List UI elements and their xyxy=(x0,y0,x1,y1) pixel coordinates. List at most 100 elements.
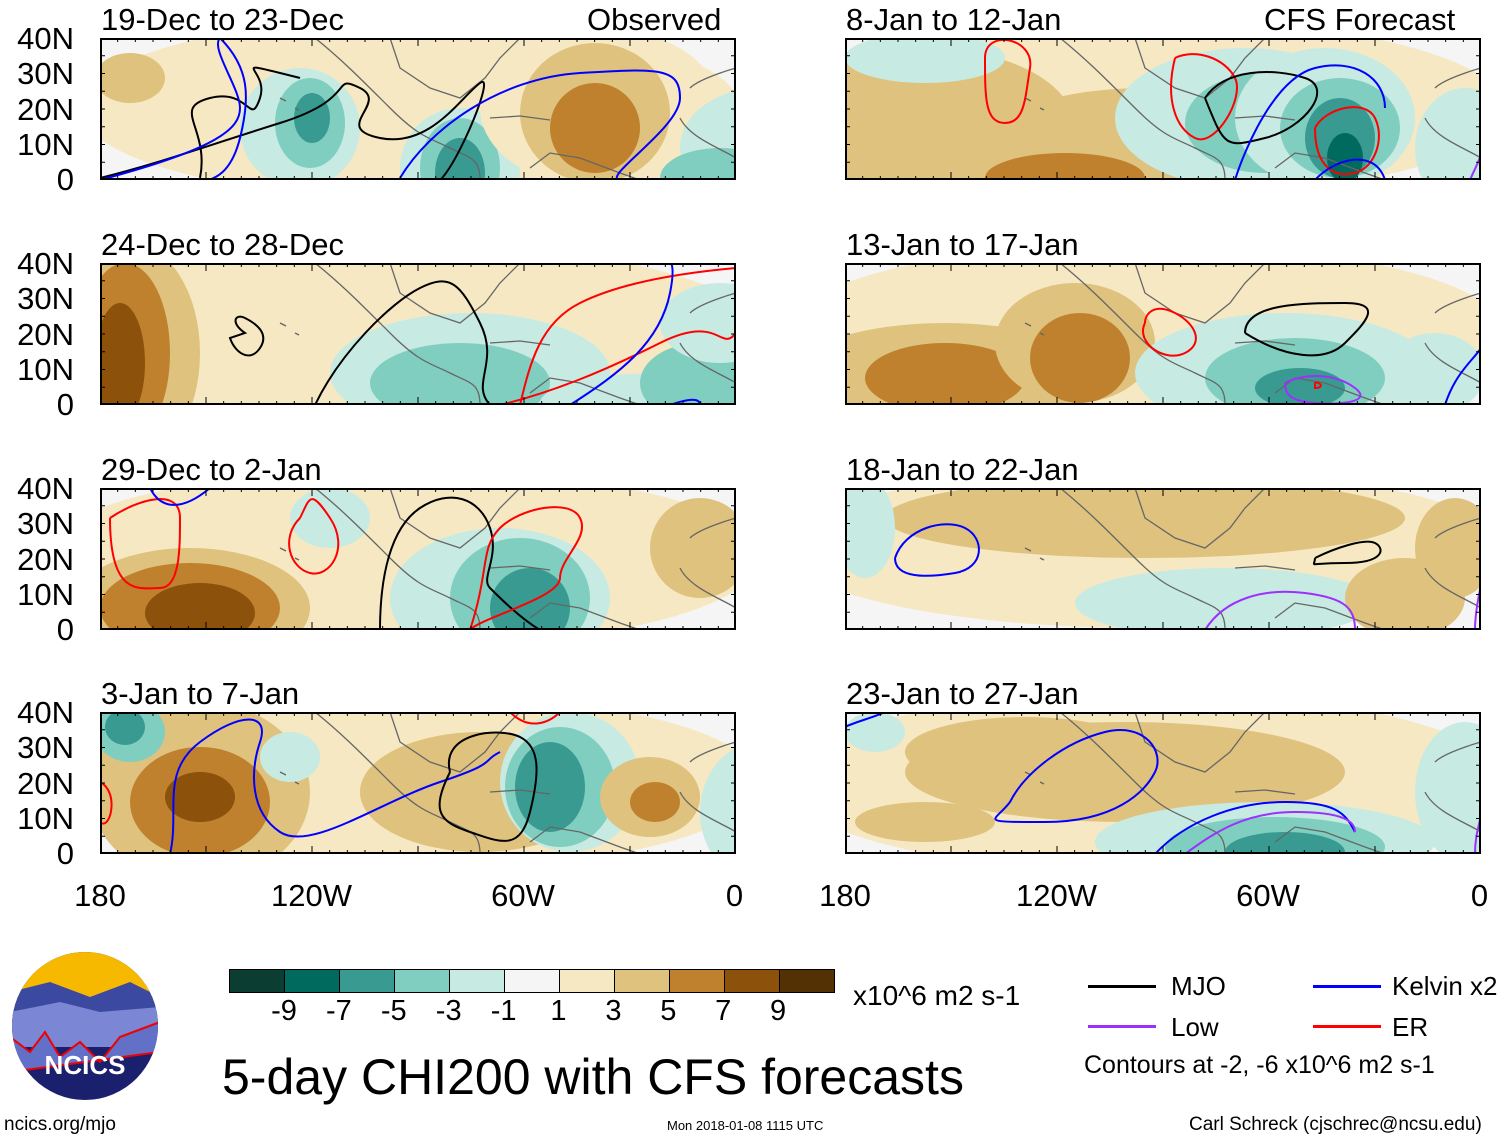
colorbar-tick-label: -7 xyxy=(325,995,352,1027)
shaded-region xyxy=(165,772,235,822)
legend-kelvin: Kelvin x2 xyxy=(1392,971,1498,1001)
colorbar-swatch xyxy=(450,970,505,992)
lat-tick-label: 30N xyxy=(17,506,74,542)
colorbar-tick-label: 5 xyxy=(660,995,677,1027)
shaded-region xyxy=(985,153,1145,180)
colorbar-swatch xyxy=(780,970,834,992)
contour-line xyxy=(399,69,682,180)
coastline xyxy=(279,38,736,180)
panel-title: 8-Jan to 12-Jan xyxy=(846,2,1062,37)
lat-tick-label: 20N xyxy=(17,91,74,127)
shaded-region xyxy=(1225,832,1345,854)
lon-tick-label: 120W xyxy=(1016,878,1097,913)
shaded-region xyxy=(845,38,1005,83)
shaded-region xyxy=(905,717,1145,787)
shaded-region xyxy=(855,802,995,842)
lat-tick-label: 30N xyxy=(17,281,74,317)
panel-title: 29-Dec to 2-Jan xyxy=(101,452,322,487)
contour-line xyxy=(1204,590,1356,630)
legend-er: ER xyxy=(1392,1012,1429,1042)
map-panel xyxy=(100,488,736,630)
lat-tick-label: 10N xyxy=(17,576,74,612)
shaded-region xyxy=(370,343,550,405)
colorbar-tick-label: 3 xyxy=(605,995,622,1027)
footer-timestamp: Mon 2018-01-08 1115 UTC xyxy=(667,1118,824,1133)
colorbar-tick-label: 7 xyxy=(715,995,732,1027)
colorbar-swatch xyxy=(670,970,725,992)
lat-tick-label: 10N xyxy=(17,800,74,836)
lat-tick-label: 20N xyxy=(17,765,74,801)
panel-title: 13-Jan to 17-Jan xyxy=(846,227,1079,262)
lat-tick-label: 40N xyxy=(17,246,74,281)
contour-line xyxy=(499,330,736,405)
colorbar-tick-label: 1 xyxy=(550,995,567,1027)
contour-line xyxy=(190,66,301,179)
colorbar-units: x10^6 m2 s-1 xyxy=(853,980,1021,1011)
contour-line xyxy=(1204,71,1319,145)
lat-tick-label: 10N xyxy=(17,351,74,387)
forecast-label: CFS Forecast xyxy=(1264,2,1456,37)
contour-line xyxy=(1244,301,1370,357)
colorbar-swatch xyxy=(560,970,615,992)
map-panel xyxy=(845,38,1481,180)
contour-line xyxy=(1312,540,1382,566)
lon-tick-label: 180 xyxy=(819,878,871,913)
contour-line xyxy=(109,498,182,590)
shaded-region xyxy=(100,303,145,405)
contour-line xyxy=(1170,53,1238,141)
colorbar-tick-label: -1 xyxy=(490,995,517,1027)
shaded-region xyxy=(260,732,320,782)
legend-mjo: MJO xyxy=(1171,971,1226,1001)
contour-line xyxy=(509,712,561,725)
contour-line xyxy=(469,506,583,630)
shaded-region xyxy=(1030,313,1130,403)
shaded-region xyxy=(1035,503,1235,543)
panel-title: 23-Jan to 27-Jan xyxy=(846,676,1079,711)
contour-line xyxy=(1284,375,1362,405)
shaded-region xyxy=(1385,333,1481,405)
shaded-region xyxy=(515,742,585,832)
shaded-region xyxy=(660,148,736,180)
legend-mjo-line xyxy=(1088,985,1156,988)
panel-title: 24-Dec to 28-Dec xyxy=(101,227,344,262)
contour-line xyxy=(1234,64,1386,180)
legend-low: Low xyxy=(1171,1012,1219,1042)
map-panel xyxy=(100,712,736,854)
lat-tick-label: 40N xyxy=(17,21,74,56)
panel-title: 19-Dec to 23-Dec xyxy=(101,2,344,37)
colorbar-swatch xyxy=(285,970,340,992)
contour-line xyxy=(1314,158,1386,180)
lat-tick-label: 0 xyxy=(56,387,74,423)
contour-line xyxy=(209,38,247,180)
colorbar-tick-label: -3 xyxy=(435,995,462,1027)
map-panel xyxy=(845,263,1481,405)
footer-url[interactable]: ncics.org/mjo xyxy=(4,1114,116,1135)
lat-tick-label: 0 xyxy=(56,162,74,198)
lat-tick-label: 0 xyxy=(56,612,74,648)
colorbar-swatch xyxy=(395,970,450,992)
shaded-region xyxy=(660,283,736,363)
lat-tick-label: 20N xyxy=(17,541,74,577)
lon-tick-label: 0 xyxy=(725,878,744,913)
contour-line xyxy=(149,488,211,506)
coastline xyxy=(279,712,736,854)
figure-title: 5-day CHI200 with CFS forecasts xyxy=(222,1049,964,1105)
contour-line xyxy=(1184,810,1356,854)
contour-line xyxy=(1314,381,1322,390)
coastline xyxy=(279,488,736,630)
shaded-region xyxy=(294,93,330,143)
colorbar-swatch xyxy=(230,970,285,992)
colorbar-tick-label: -9 xyxy=(271,995,297,1027)
shaded-region xyxy=(865,343,1025,405)
contour-note: Contours at -2, -6 x10^6 m2 s-1 xyxy=(1084,1051,1435,1079)
shaded-region xyxy=(490,568,570,630)
shaded-region xyxy=(845,712,905,752)
contour-line xyxy=(1142,307,1197,357)
shaded-region xyxy=(1415,88,1481,180)
colorbar-tick-label: 9 xyxy=(770,995,787,1027)
ncics-logo: NCICS xyxy=(12,952,158,1100)
colorbar-swatch xyxy=(505,970,560,992)
lon-tick-label: 180 xyxy=(74,878,126,913)
lat-tick-label: 0 xyxy=(56,836,74,872)
contour-line xyxy=(1444,347,1481,405)
